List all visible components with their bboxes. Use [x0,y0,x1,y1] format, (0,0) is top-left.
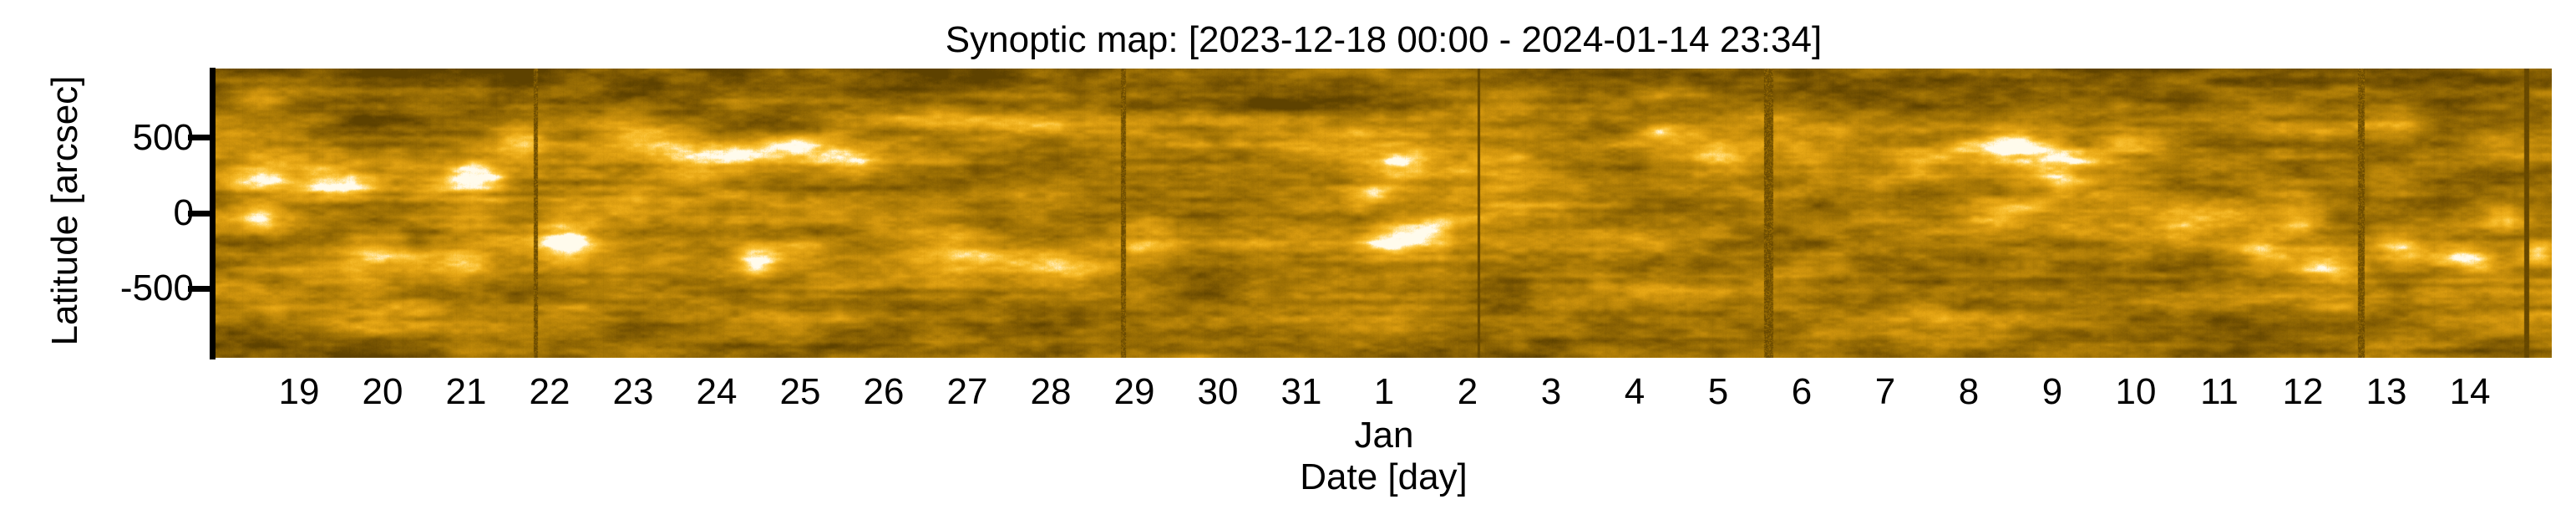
x-tick-label: 14 [2449,371,2491,412]
x-tick-label: 29 [1113,371,1155,412]
x-tick-label: 11 [2200,371,2239,412]
x-tick-label: 19 [278,371,320,412]
y-tick-label: -500 [119,268,194,308]
x-tick-label: 20 [362,371,403,412]
y-tick-mark [188,211,210,217]
x-tick-label: 12 [2282,371,2324,412]
x-tick-label: 10 [2115,371,2157,412]
synoptic-map-canvas [216,69,2552,358]
x-tick-label: 7 [1874,371,1896,412]
month-label: Jan [1354,415,1414,456]
x-tick-label: 3 [1540,371,1562,412]
y-axis-spine [210,68,216,359]
x-tick-label: 9 [2041,371,2063,412]
x-tick-label: 31 [1280,371,1322,412]
x-tick-label: 23 [612,371,654,412]
x-tick-label: 4 [1624,371,1645,412]
y-tick-label: 0 [173,192,194,233]
figure-title: Synoptic map: [2023-12-18 00:00 - 2024-0… [945,19,1823,60]
x-tick-label: 21 [445,371,487,412]
x-tick-label: 13 [2366,371,2407,412]
x-tick-label: 25 [779,371,821,412]
y-tick-mark [188,135,210,140]
x-tick-label: 2 [1457,371,1478,412]
y-tick-mark [188,286,210,292]
x-tick-label: 30 [1197,371,1239,412]
x-tick-label: 27 [946,371,988,412]
y-tick-label: 500 [132,117,194,158]
x-tick-label: 1 [1373,371,1395,412]
x-tick-label: 24 [696,371,738,412]
x-tick-label: 28 [1030,371,1072,412]
x-tick-label: 6 [1791,371,1813,412]
x-tick-label: 26 [863,371,905,412]
x-axis-label: Date [day] [1300,456,1468,497]
x-tick-label: 22 [529,371,570,412]
x-tick-label: 5 [1707,371,1729,412]
x-tick-label: 8 [1958,371,1980,412]
